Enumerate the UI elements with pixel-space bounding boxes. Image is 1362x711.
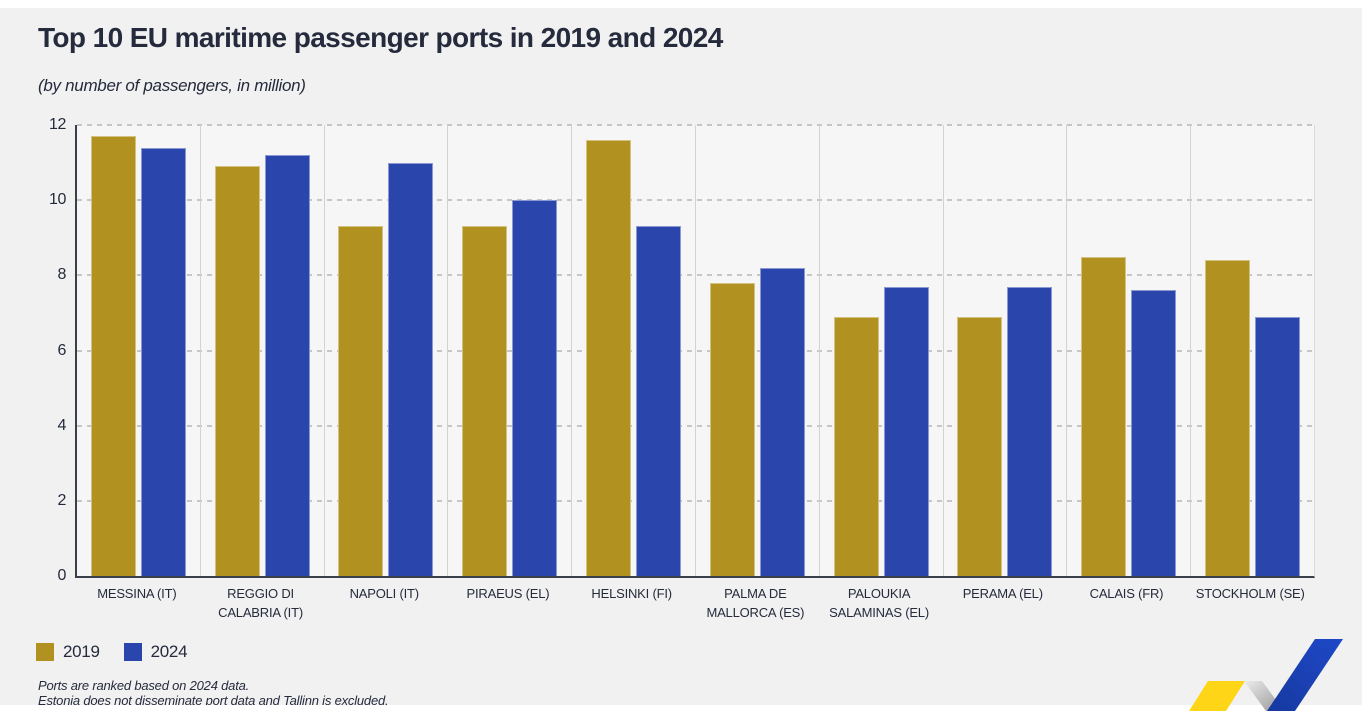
category-cell — [1067, 125, 1192, 576]
legend-item: 2024 — [123, 642, 188, 662]
category-cell — [1191, 125, 1314, 576]
bar-2024 — [759, 267, 805, 576]
chart-title: Top 10 EU maritime passenger ports in 20… — [38, 22, 723, 53]
plot-area — [75, 124, 1315, 578]
x-axis-label: PALOUKIA SALAMINAS (EL) — [829, 586, 929, 620]
category-cell — [820, 125, 944, 576]
chart-subtitle: (by number of passengers, in million) — [38, 76, 306, 95]
y-tick-label: 10 — [49, 191, 66, 209]
y-tick-label: 12 — [49, 116, 66, 133]
category-cell — [696, 125, 820, 576]
x-axis-label: PERAMA (EL) — [962, 586, 1043, 601]
bar-2024 — [1255, 316, 1301, 576]
x-axis-label: HELSINKI (FI) — [591, 586, 672, 601]
bar-2024 — [636, 226, 682, 576]
bar-2024 — [883, 286, 929, 576]
footnote-line: Ports are ranked based on 2024 data. — [38, 678, 250, 693]
legend-item: 2019 — [36, 642, 100, 662]
category-cell — [325, 125, 449, 576]
logo-yellow-shape — [1189, 681, 1245, 711]
category-cell — [944, 125, 1068, 576]
x-axis-label: REGGIO DI CALABRIA (IT) — [218, 586, 303, 620]
footnote-line: Estonia does not disseminate port data a… — [38, 693, 389, 708]
x-axis-label: STOCKHOLM (SE) — [1195, 586, 1305, 601]
legend: 2019 2024 — [36, 642, 188, 662]
y-tick-label: 8 — [57, 266, 67, 284]
category-cell — [201, 125, 325, 576]
category-cell — [77, 125, 201, 576]
eurostat-logo — [1189, 639, 1343, 711]
y-tick-label: 6 — [57, 341, 67, 359]
x-axis-label: MESSINA (IT) — [97, 586, 177, 601]
legend-swatch — [36, 643, 54, 661]
bar-2019 — [214, 166, 260, 576]
bar-2019 — [338, 226, 384, 576]
bar-2024 — [264, 155, 310, 576]
y-tick-label: 4 — [57, 416, 67, 434]
bottom-divider — [0, 705, 1362, 711]
bar-2019 — [709, 282, 755, 576]
y-axis: 0 2 4 6 8 10 12 — [0, 116, 67, 584]
bar-2019 — [90, 136, 136, 576]
x-axis-label: NAPOLI (IT) — [349, 586, 420, 601]
bar-2019 — [1205, 260, 1251, 576]
x-axis-label: PALMA DE MALLORCA (ES) — [706, 586, 805, 620]
bar-2019 — [586, 140, 632, 576]
bar-2024 — [1131, 290, 1177, 576]
bar-2019 — [1081, 256, 1127, 576]
bars-layer — [77, 125, 1314, 576]
y-tick-label: 2 — [57, 491, 67, 509]
legend-label: 2019 — [63, 642, 100, 661]
logo-blue-shape — [1267, 639, 1343, 711]
x-axis-label: PIRAEUS (EL) — [466, 586, 550, 601]
bar-2024 — [512, 200, 558, 576]
x-axis-label: CALAIS (FR) — [1089, 586, 1164, 601]
bar-2024 — [388, 162, 434, 576]
bar-2024 — [140, 147, 186, 576]
x-axis-labels: MESSINA (IT) REGGIO DI CALABRIA (IT) NAPOL… — [75, 584, 1312, 622]
y-tick-label: 0 — [57, 567, 67, 584]
bar-2024 — [1007, 286, 1053, 576]
footnotes: Ports are ranked based on 2024 data. Est… — [38, 678, 389, 708]
bar-2019 — [462, 226, 508, 576]
category-cell — [572, 125, 696, 576]
legend-swatch — [123, 643, 142, 661]
legend-label: 2024 — [150, 642, 188, 661]
category-cell — [448, 125, 573, 576]
bar-2019 — [957, 316, 1003, 576]
bar-2019 — [833, 316, 879, 576]
